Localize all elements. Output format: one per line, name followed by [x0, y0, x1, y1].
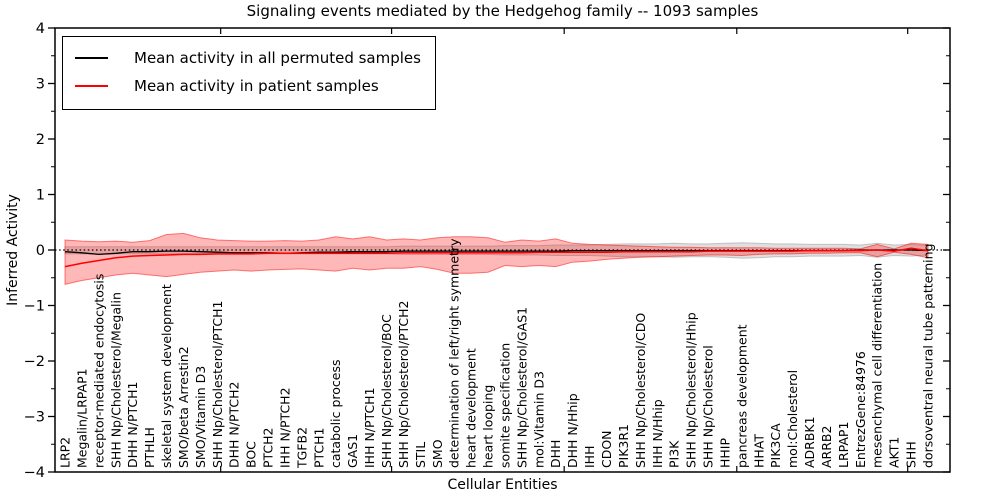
- x-tick-label: receptor-mediated endocytosis: [91, 274, 106, 468]
- y-tick-label: −3: [24, 410, 45, 426]
- x-tick-label: Megalin/LRPAP1: [74, 368, 89, 468]
- x-tick-label: IHH N/PTCH1: [362, 387, 377, 468]
- x-tick-label: mesenchymal cell differentiation: [870, 263, 885, 468]
- x-tick-label: SHH Np/Cholesterol/BOC: [379, 314, 394, 468]
- y-tick-label: −4: [24, 465, 45, 481]
- legend-label-permuted: Mean activity in all permuted samples: [134, 49, 421, 67]
- legend-entry-permuted: Mean activity in all permuted samples: [75, 44, 421, 72]
- x-tick-label: ARRB2: [819, 426, 834, 468]
- x-tick-label: pancreas development: [734, 324, 749, 468]
- x-tick-label: SHH: [904, 441, 919, 468]
- x-tick-label: DHH: [548, 440, 563, 468]
- x-tick-label: PIK3R1: [616, 424, 631, 468]
- x-tick-label: heart development: [464, 348, 479, 468]
- x-tick-label: SHH Np/Cholesterol/PTCH2: [396, 300, 411, 468]
- patient-mean-line: [64, 247, 929, 268]
- x-tick-label: DHH N/PTCH2: [227, 382, 242, 468]
- x-tick-label: TGFB2: [294, 427, 309, 469]
- x-tick-label: EntrezGene:84976: [853, 351, 868, 468]
- x-tick-label: SMO: [430, 439, 445, 468]
- x-tick-label: HHIP: [717, 438, 732, 468]
- x-tick-label: SHH Np/Cholesterol/CDO: [633, 313, 648, 468]
- x-tick-label: IHH: [582, 446, 597, 469]
- chart-title: Signaling events mediated by the Hedgeho…: [246, 2, 759, 20]
- y-tick-label: 3: [36, 77, 45, 93]
- x-tick-label: PIK3CA: [768, 423, 783, 468]
- y-tick-label: 4: [36, 21, 45, 37]
- legend-entry-patient: Mean activity in patient samples: [75, 72, 421, 100]
- x-tick-label: SHH Np/Cholesterol/GAS1: [514, 307, 529, 468]
- x-tick-label: SHH Np/Cholesterol/Megalin: [108, 292, 123, 468]
- x-tick-label: SHH Np/Cholesterol/PTCH1: [210, 301, 225, 469]
- x-tick-label: somite specification: [497, 343, 512, 468]
- x-tick-label: LRPAP1: [836, 422, 851, 468]
- x-tick-label: PI3K: [667, 440, 682, 468]
- x-tick-label: AKT1: [887, 437, 902, 468]
- x-tick-label: GAS1: [345, 434, 360, 468]
- x-tick-label: SHH Np/Cholesterol/Hhip: [684, 312, 699, 468]
- x-tick-label: BOC: [244, 441, 259, 468]
- legend-label-patient: Mean activity in patient samples: [134, 77, 379, 95]
- x-tick-label: STIL: [413, 442, 428, 468]
- x-axis-label: Cellular Entities: [447, 477, 558, 493]
- patient-band: [64, 232, 929, 286]
- x-tick-label: dorsoventral neural tube patterning: [921, 244, 936, 469]
- y-tick-label: −1: [24, 299, 45, 315]
- x-tick-label: mol:Cholesterol: [785, 370, 800, 468]
- x-tick-label: SMO/Vitamin D3: [193, 366, 208, 468]
- x-tick-label: determination of left/right symmetry: [447, 238, 462, 468]
- x-tick-label: PTCH2: [261, 427, 276, 468]
- x-tick-label: ADRBK1: [802, 416, 817, 468]
- y-tick-label: −2: [24, 354, 45, 370]
- y-tick-label: 2: [36, 132, 45, 148]
- x-tick-label: catabolic process: [328, 359, 343, 468]
- x-tick-label: CDON: [599, 430, 614, 468]
- x-tick-label: DHH N/Hhip: [565, 393, 580, 468]
- x-tick-label: skeletal system development: [159, 284, 174, 468]
- x-tick-label: PTHLH: [142, 427, 157, 468]
- x-tick-label: mol:Vitamin D3: [531, 371, 546, 468]
- x-tick-label: IHH N/PTCH2: [277, 387, 292, 468]
- x-tick-label: PTCH1: [311, 427, 326, 468]
- x-tick-label: HHAT: [751, 434, 766, 468]
- permuted-line-swatch: [75, 57, 108, 59]
- x-tick-label: SMO/beta Arrestin2: [176, 346, 191, 468]
- y-tick-label: 0: [36, 243, 45, 259]
- x-tick-label: SHH Np/Cholesterol: [701, 345, 716, 468]
- x-tick-label: LRP2: [58, 437, 73, 468]
- legend: Mean activity in all permuted samples Me…: [62, 36, 436, 110]
- patient-line-swatch: [75, 85, 108, 87]
- x-tick-label: IHH N/Hhip: [650, 399, 665, 468]
- x-tick-label: DHH N/PTCH1: [125, 382, 140, 468]
- y-axis-label: Inferred Activity: [5, 194, 21, 306]
- x-tick-label: heart looping: [481, 385, 496, 468]
- y-tick-label: 1: [36, 188, 45, 204]
